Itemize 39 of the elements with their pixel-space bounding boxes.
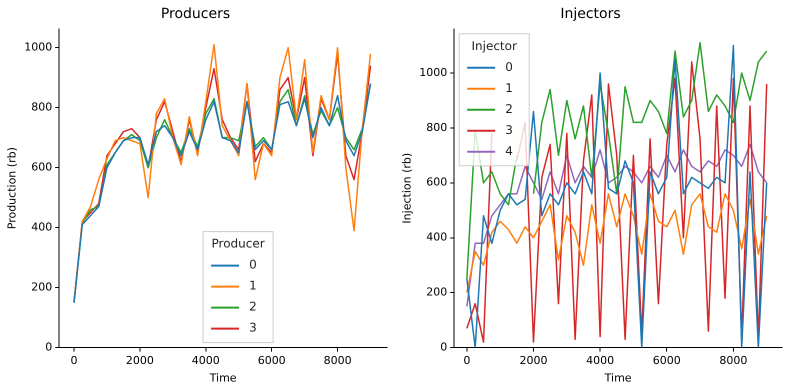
legend-label: 3 [249,320,257,335]
legend-title: Injector [471,38,517,53]
y-tick-label: 400 [426,230,448,244]
chart-title: Injectors [560,6,621,22]
x-tick-label: 4000 [192,354,220,368]
legend-label: 2 [249,300,257,314]
legend-label: 1 [505,80,513,95]
x-tick-label: 6000 [652,354,681,368]
chart-title: Producers [160,6,230,22]
y-axis-title: Production (rb) [5,147,18,230]
x-tick-label: 8000 [324,354,352,368]
y-tick-label: 0 [440,340,448,354]
legend-label: 3 [505,122,513,137]
legend-title: Producer [212,236,265,251]
y-axis-title: Injection (rb) [400,152,414,224]
legend-label: 0 [505,60,513,74]
x-axis-title: Time [208,371,237,384]
x-tick-label: 8000 [719,354,748,368]
y-tick-label: 400 [31,220,52,234]
x-axis-title: Time [604,371,632,384]
y-tick-label: 0 [45,340,52,354]
y-tick-label: 600 [31,160,52,174]
y-tick-label: 200 [426,286,448,299]
y-tick-label: 800 [31,100,52,114]
x-tick-label: 2000 [126,354,154,368]
legend-label: 1 [249,278,257,293]
y-tick-label: 1000 [419,66,448,79]
y-tick-label: 600 [426,176,448,189]
x-tick-label: 0 [70,354,78,368]
y-tick-label: 1000 [24,40,52,54]
legend-label: 4 [505,144,513,158]
legend-label: 2 [505,102,513,116]
x-tick-label: 4000 [586,354,614,368]
y-tick-label: 800 [426,120,448,134]
legend-label: 0 [249,258,257,272]
x-tick-label: 2000 [519,354,548,368]
x-tick-label: 6000 [258,354,286,368]
y-tick-label: 200 [31,280,52,294]
x-tick-label: 0 [463,354,470,368]
